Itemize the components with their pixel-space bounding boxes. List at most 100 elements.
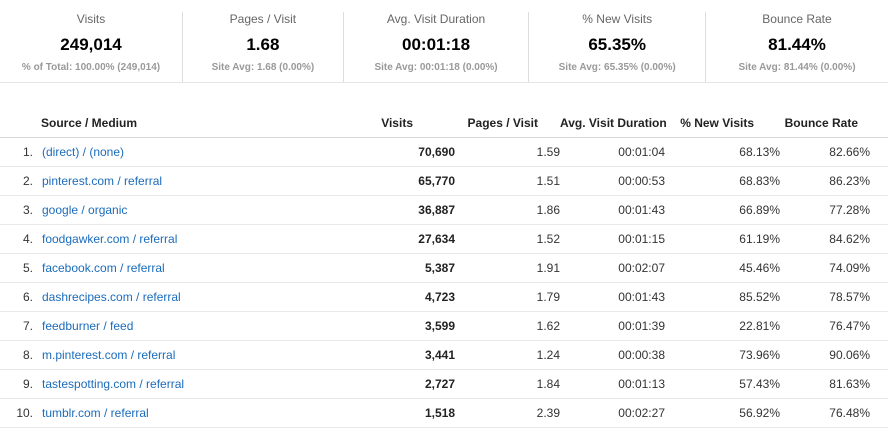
- pages-per-visit-cell: 1.62: [455, 311, 560, 341]
- avg-visit-duration-cell: 00:01:04: [560, 137, 665, 167]
- source-medium-link[interactable]: tastespotting.com / referral: [42, 377, 185, 391]
- table-row: 6. dashrecipes.com / referral 4,723 1.79 …: [0, 282, 888, 312]
- new-visits-cell: 45.46%: [665, 253, 780, 283]
- pages-per-visit-cell: 1.24: [455, 340, 560, 370]
- table-row: 2. pinterest.com / referral 65,770 1.51 0…: [0, 166, 888, 196]
- visits-cell: 2,727: [325, 369, 455, 399]
- row-rank: 3.: [22, 203, 33, 217]
- column-header-source-medium[interactable]: Source / Medium: [0, 109, 325, 138]
- row-rank: 6.: [22, 290, 33, 304]
- new-visits-cell: 22.81%: [665, 311, 780, 341]
- pages-per-visit-cell: 1.59: [455, 137, 560, 167]
- pages-per-visit-cell: 2.39: [455, 398, 560, 428]
- source-medium-link[interactable]: (direct) / (none): [42, 145, 125, 159]
- avg-visit-duration-cell: 00:02:27: [560, 398, 665, 428]
- row-rank: 1.: [22, 145, 33, 159]
- metric-card: Visits 249,014 % of Total: 100.00% (249,…: [0, 12, 182, 82]
- bounce-rate-cell: 86.23%: [780, 166, 888, 196]
- pages-per-visit-cell: 1.86: [455, 195, 560, 225]
- visits-cell: 27,634: [325, 224, 455, 254]
- metric-card: Bounce Rate 81.44% Site Avg: 81.44% (0.0…: [705, 12, 888, 82]
- row-rank: 2.: [22, 174, 33, 188]
- visits-cell: 65,770: [325, 166, 455, 196]
- source-medium-link[interactable]: m.pinterest.com / referral: [42, 348, 176, 362]
- source-medium-cell: 3. google / organic: [0, 195, 325, 225]
- metric-card: Avg. Visit Duration 00:01:18 Site Avg: 0…: [342, 12, 529, 82]
- table-row: 9. tastespotting.com / referral 2,727 1.8…: [0, 369, 888, 399]
- pages-per-visit-cell: 1.91: [455, 253, 560, 283]
- metric-site-avg: % of Total: 100.00% (249,014): [21, 62, 161, 73]
- source-medium-link[interactable]: foodgawker.com / referral: [42, 232, 178, 246]
- bounce-rate-cell: 81.63%: [780, 369, 888, 399]
- source-medium-link[interactable]: feedburner / feed: [42, 319, 134, 333]
- bounce-rate-cell: 78.57%: [780, 282, 888, 312]
- column-header-new-visits[interactable]: % New Visits: [665, 109, 780, 138]
- bounce-rate-cell: 77.28%: [780, 195, 888, 225]
- table-row: 7. feedburner / feed 3,599 1.62 00:01:39 …: [0, 311, 888, 341]
- row-rank: 8.: [22, 348, 33, 362]
- column-header-visits[interactable]: Visits: [325, 109, 455, 138]
- table-row: 5. facebook.com / referral 5,387 1.91 00:…: [0, 253, 888, 283]
- avg-visit-duration-cell: 00:01:39: [560, 311, 665, 341]
- new-visits-cell: 57.43%: [665, 369, 780, 399]
- table-row: 8. m.pinterest.com / referral 3,441 1.24 …: [0, 340, 888, 370]
- avg-visit-duration-cell: 00:01:43: [560, 282, 665, 312]
- table-header-row: Source / Medium Visits Pages / Visit Avg…: [0, 109, 888, 138]
- source-medium-link[interactable]: dashrecipes.com / referral: [42, 290, 181, 304]
- source-medium-cell: 9. tastespotting.com / referral: [0, 369, 325, 399]
- metric-site-avg: Site Avg: 81.44% (0.00%): [738, 62, 856, 73]
- column-header-bounce-rate[interactable]: Bounce Rate: [780, 109, 888, 138]
- source-medium-link[interactable]: google / organic: [42, 203, 128, 217]
- new-visits-cell: 68.83%: [665, 166, 780, 196]
- table-row: 4. foodgawker.com / referral 27,634 1.52 …: [0, 224, 888, 254]
- bounce-rate-cell: 90.06%: [780, 340, 888, 370]
- bounce-rate-cell: 84.62%: [780, 224, 888, 254]
- metric-value: 65.35%: [588, 35, 647, 54]
- visits-cell: 5,387: [325, 253, 455, 283]
- metric-label: Bounce Rate: [762, 12, 832, 26]
- source-medium-link[interactable]: facebook.com / referral: [42, 261, 165, 275]
- column-header-pages-per-visit[interactable]: Pages / Visit: [455, 109, 560, 138]
- visits-cell: 3,441: [325, 340, 455, 370]
- source-medium-link[interactable]: tumblr.com / referral: [42, 406, 149, 420]
- table-row: 1. (direct) / (none) 70,690 1.59 00:01:04…: [0, 137, 888, 167]
- visits-cell: 3,599: [325, 311, 455, 341]
- metric-label: % New Visits: [582, 12, 653, 26]
- visits-cell: 4,723: [325, 282, 455, 312]
- source-medium-table: Source / Medium Visits Pages / Visit Avg…: [0, 109, 888, 428]
- metric-card: Pages / Visit 1.68 Site Avg: 1.68 (0.00%…: [182, 12, 343, 82]
- metric-label: Visits: [76, 12, 106, 26]
- source-medium-cell: 5. facebook.com / referral: [0, 253, 325, 283]
- row-rank: 5.: [22, 261, 33, 275]
- metric-site-avg: Site Avg: 65.35% (0.00%): [558, 62, 676, 73]
- source-medium-cell: 2. pinterest.com / referral: [0, 166, 325, 196]
- new-visits-cell: 85.52%: [665, 282, 780, 312]
- metric-value: 1.68: [246, 35, 280, 54]
- table-row: 10. tumblr.com / referral 1,518 2.39 00:0…: [0, 398, 888, 428]
- bounce-rate-cell: 74.09%: [780, 253, 888, 283]
- new-visits-cell: 61.19%: [665, 224, 780, 254]
- metrics-summary-bar: Visits 249,014 % of Total: 100.00% (249,…: [0, 0, 888, 83]
- avg-visit-duration-cell: 00:01:13: [560, 369, 665, 399]
- metric-value: 81.44%: [768, 35, 826, 54]
- visits-cell: 36,887: [325, 195, 455, 225]
- new-visits-cell: 56.92%: [665, 398, 780, 428]
- metric-label: Avg. Visit Duration: [386, 12, 486, 26]
- visits-cell: 1,518: [325, 398, 455, 428]
- source-medium-cell: 6. dashrecipes.com / referral: [0, 282, 325, 312]
- bounce-rate-cell: 76.47%: [780, 311, 888, 341]
- metric-card: % New Visits 65.35% Site Avg: 65.35% (0.…: [528, 12, 705, 82]
- source-medium-cell: 1. (direct) / (none): [0, 137, 325, 167]
- pages-per-visit-cell: 1.79: [455, 282, 560, 312]
- metric-site-avg: Site Avg: 00:01:18 (0.00%): [374, 62, 498, 73]
- metric-site-avg: Site Avg: 1.68 (0.00%): [211, 62, 315, 73]
- metric-value: 00:01:18: [402, 35, 471, 54]
- column-header-avg-visit-duration[interactable]: Avg. Visit Duration: [560, 109, 667, 138]
- bounce-rate-cell: 76.48%: [780, 398, 888, 428]
- source-medium-cell: 4. foodgawker.com / referral: [0, 224, 325, 254]
- metric-label: Pages / Visit: [229, 12, 297, 26]
- row-rank: 4.: [22, 232, 33, 246]
- pages-per-visit-cell: 1.52: [455, 224, 560, 254]
- source-medium-link[interactable]: pinterest.com / referral: [42, 174, 163, 188]
